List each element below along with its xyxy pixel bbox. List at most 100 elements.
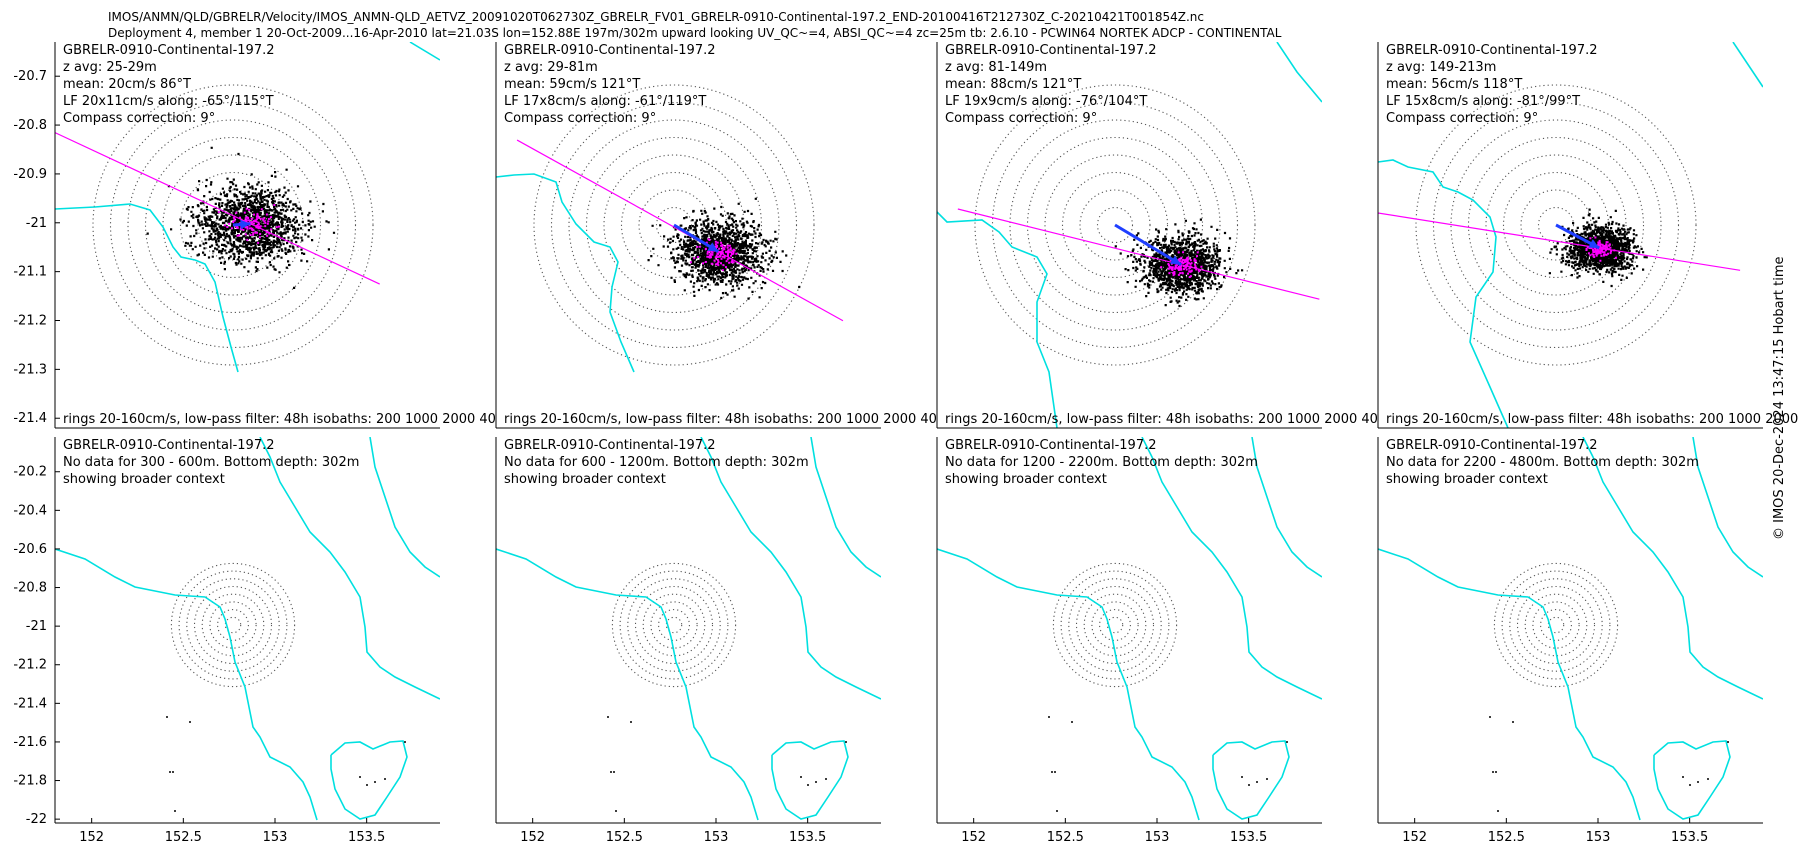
- reef-point: [845, 741, 847, 743]
- coastline: [700, 437, 881, 700]
- range-ring: [1075, 585, 1155, 665]
- reef-point: [172, 771, 174, 773]
- reef-point: [1489, 716, 1491, 718]
- range-ring: [1415, 84, 1697, 366]
- x-tick-label: 153: [1586, 830, 1611, 845]
- panel-top-1: -20.7 -20.8 -20.9 -21 -21.1 -21.2 -21.3 -21.4 GB…: [13, 42, 496, 429]
- copyright-text: © IMOS 20-Dec-2024 13:47:15 Hobart time: [1772, 256, 1787, 540]
- panel-top-4: GBRELR-0910-Continental-197.2 z avg: 149-…: [1377, 42, 1800, 429]
- depth-average-label: z avg: 29-81m: [504, 60, 598, 75]
- no-data-label: No data for 1200 - 2200m. Bottom depth: …: [945, 455, 1258, 470]
- coastline: [1141, 437, 1322, 700]
- x-tick-label: 152.5: [165, 830, 202, 845]
- coastline: [1582, 437, 1763, 700]
- range-ring: [991, 101, 1239, 349]
- reef-point: [610, 771, 612, 773]
- reef-point: [384, 778, 386, 780]
- range-ring: [1493, 562, 1619, 688]
- no-data-label: No data for 600 - 1200m. Bottom depth: 3…: [504, 455, 809, 470]
- range-ring: [611, 562, 737, 688]
- coastline: [409, 42, 440, 61]
- panel-bottom-4: 152 152.5 153 153.5 GBRELR-0910-Continental-…: [1377, 437, 1763, 845]
- range-ring: [1537, 206, 1575, 244]
- range-ring: [974, 84, 1256, 366]
- y-tick-label: -21.4: [13, 411, 47, 426]
- range-ring: [217, 609, 249, 641]
- range-ring: [201, 593, 265, 657]
- panel-top-2: GBRELR-0910-Continental-197.2 z avg: 29-8…: [495, 42, 937, 429]
- x-tick-label: 152: [1402, 830, 1427, 845]
- range-ring: [1052, 562, 1178, 688]
- reef-point: [1495, 771, 1497, 773]
- range-ring: [1524, 593, 1588, 657]
- plot-area: [937, 42, 1322, 428]
- coastline: [1732, 42, 1763, 88]
- reef-point: [800, 776, 802, 778]
- reef-point: [825, 778, 827, 780]
- site-label: GBRELR-0910-Continental-197.2: [63, 43, 275, 58]
- reef-point: [1071, 721, 1073, 723]
- range-ring: [1485, 154, 1627, 296]
- file-path-title: IMOS/ANMN/QLD/GBRELR/Velocity/IMOS_ANMN-…: [108, 10, 1205, 24]
- plot-area: [55, 42, 440, 373]
- range-ring: [655, 206, 693, 244]
- range-ring: [642, 593, 706, 657]
- depth-average-label: z avg: 81-149m: [945, 60, 1047, 75]
- y-tick-label: -22: [26, 812, 47, 827]
- y-tick-label: -21.4: [13, 696, 47, 711]
- reef-point: [1682, 776, 1684, 778]
- reef-point: [1492, 771, 1494, 773]
- no-data-label: No data for 300 - 600m. Bottom depth: 30…: [63, 455, 359, 470]
- island-coastline: [1212, 740, 1290, 820]
- panel-bottom-3: 152 152.5 153 153.5 GBRELR-0910-Continental-…: [936, 437, 1322, 845]
- reef-point: [807, 784, 809, 786]
- mean-arrow-head: [1588, 239, 1600, 249]
- range-ring: [1467, 136, 1645, 314]
- island-coastline: [771, 740, 849, 820]
- range-ring: [1509, 578, 1603, 672]
- site-label: GBRELR-0910-Continental-197.2: [504, 438, 716, 453]
- deployment-info: Deployment 4, member 1 20-Oct-2009...16-…: [108, 26, 1282, 40]
- x-tick-label: 152.5: [606, 830, 643, 845]
- reef-point: [1056, 810, 1058, 812]
- reef-point: [1727, 741, 1729, 743]
- range-ring: [144, 136, 322, 314]
- y-tick-label: -21: [26, 619, 47, 634]
- range-ring: [109, 101, 357, 349]
- mean-arrow-head: [707, 242, 719, 252]
- range-ring: [619, 570, 729, 680]
- range-ring: [627, 578, 721, 672]
- compass-correction-label: Compass correction: 9°: [504, 111, 656, 126]
- depth-average-label: z avg: 25-29m: [63, 60, 157, 75]
- range-ring: [634, 585, 714, 665]
- reef-point: [1248, 784, 1250, 786]
- mean-velocity-label: mean: 56cm/s 118°T: [1386, 77, 1522, 92]
- lowpass-ellipse-label: LF 19x9cm/s along: -76°/104°T: [945, 94, 1147, 109]
- reef-point: [1689, 784, 1691, 786]
- site-label: GBRELR-0910-Continental-197.2: [1386, 43, 1598, 58]
- range-ring: [1532, 601, 1580, 649]
- lowpass-ellipse-label: LF 15x8cm/s along: -81°/99°T: [1386, 94, 1580, 109]
- x-tick-label: 152.5: [1047, 830, 1084, 845]
- y-tick-label: -21.3: [13, 362, 47, 377]
- range-ring: [650, 601, 698, 649]
- y-tick-label: -21.2: [13, 658, 47, 673]
- range-ring: [568, 119, 780, 331]
- y-tick-label: -20.8: [13, 118, 47, 133]
- y-tick-label: -21.1: [13, 265, 47, 280]
- plot-area: [1378, 437, 1763, 821]
- context-label: showing broader context: [504, 472, 666, 487]
- reef-point: [366, 784, 368, 786]
- site-label: GBRELR-0910-Continental-197.2: [945, 438, 1157, 453]
- reef-point: [613, 771, 615, 773]
- reef-point: [815, 781, 817, 783]
- reef-point: [189, 721, 191, 723]
- rings-filter-footer: rings 20-160cm/s, low-pass filter: 48h i…: [945, 412, 1378, 427]
- y-tick-label: -20.2: [13, 465, 47, 480]
- rings-filter-footer: rings 20-160cm/s, low-pass filter: 48h i…: [504, 412, 937, 427]
- y-tick-label: -20.4: [13, 503, 47, 518]
- mean-velocity-label: mean: 59cm/s 121°T: [504, 77, 640, 92]
- lowpass-ellipse-label: LF 17x8cm/s along: -61°/119°T: [504, 94, 706, 109]
- mean-velocity-label: mean: 20cm/s 86°T: [63, 77, 191, 92]
- x-tick-label: 152: [520, 830, 545, 845]
